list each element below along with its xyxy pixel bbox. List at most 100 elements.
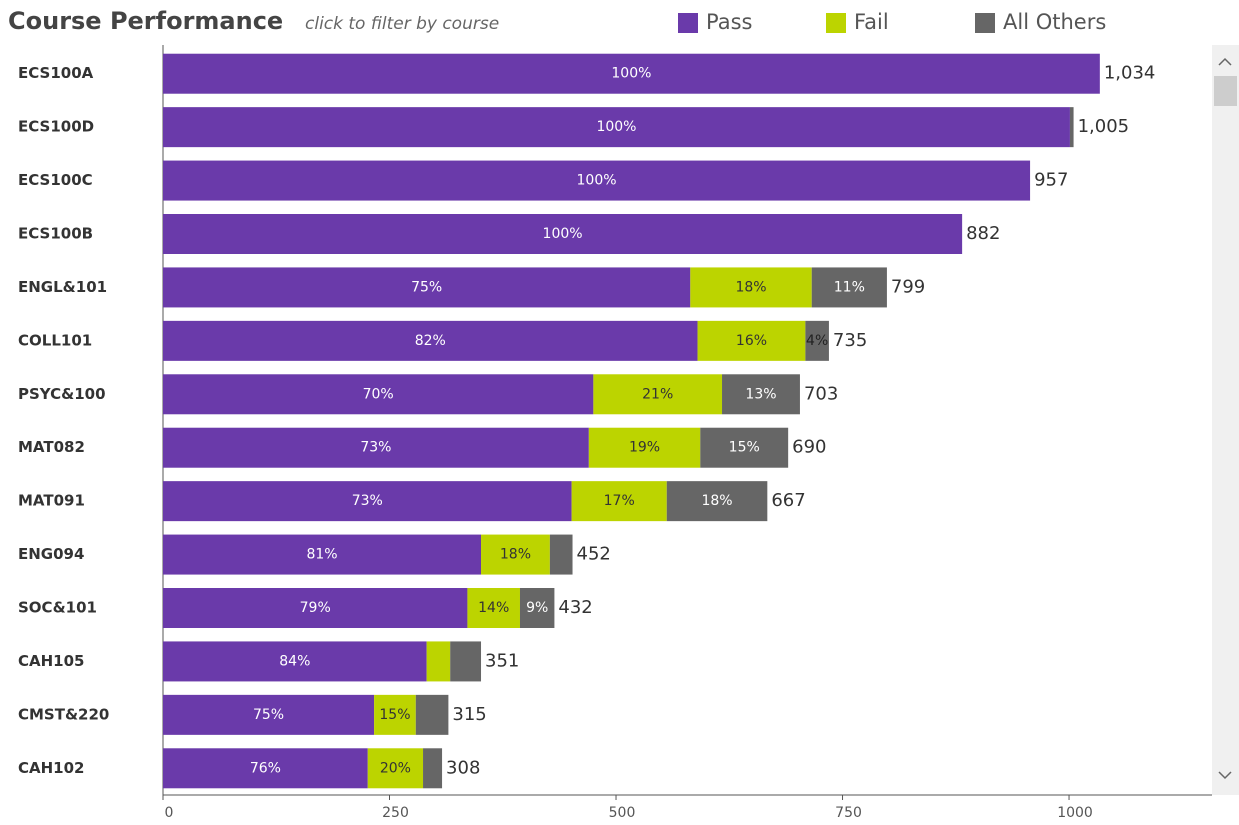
segment-label: 20% [380,760,411,776]
total-label: 690 [792,437,826,458]
bar-segment[interactable] [690,267,812,308]
bar-segment[interactable] [163,427,589,468]
scrollbar-thumb[interactable] [1214,76,1237,106]
segment-label: 4% [806,333,828,349]
bar-segment[interactable] [467,588,520,628]
legend-label[interactable]: All Others [1003,10,1106,34]
total-label: 1,034 [1104,63,1156,84]
bar-segment[interactable] [588,427,701,468]
bar-segment[interactable] [549,534,573,575]
segment-label: 9% [526,600,548,616]
bar-segment[interactable] [593,374,723,415]
total-label: 799 [891,276,925,297]
bar-segment[interactable] [163,267,691,308]
bar-segment[interactable] [367,748,424,789]
segment-label: 18% [735,279,766,295]
x-tick-label: 1000 [1057,805,1093,821]
category-label[interactable]: CAH102 [18,759,84,777]
segment-label: 19% [629,440,660,456]
segment-label: 17% [604,493,635,509]
segment-label: 18% [500,547,531,563]
segment-label: 13% [745,386,776,402]
segment-label: 21% [642,386,673,402]
segment-label: 82% [415,333,446,349]
total-label: 735 [833,330,867,351]
bar-segment[interactable] [722,374,800,415]
bar-segment[interactable] [163,107,1070,148]
bar-segment[interactable] [163,214,963,254]
segment-label: 84% [279,653,310,669]
segment-label: 15% [379,707,410,723]
category-label[interactable]: ENG094 [18,545,84,563]
bar-segment[interactable] [163,694,375,735]
segment-label: 100% [611,66,651,82]
bar-segment[interactable] [426,641,451,682]
x-tick-label: 0 [165,805,174,821]
x-tick-label: 250 [382,805,409,821]
category-label[interactable]: ECS100D [18,118,94,136]
bar-segment[interactable] [666,481,768,522]
segment-label: 11% [834,279,865,295]
segment-label: 100% [543,226,583,242]
category-label[interactable]: MAT091 [18,492,85,510]
legend-label[interactable]: Pass [706,10,752,34]
bar-segment[interactable] [697,320,806,361]
bar-segment[interactable] [163,374,594,415]
total-label: 667 [771,490,805,511]
category-label[interactable]: CMST&220 [18,705,109,723]
bar-segment[interactable] [415,694,449,735]
bar-segment[interactable] [571,481,667,522]
segment-label: 18% [701,493,732,509]
legend-swatch[interactable] [975,13,995,33]
scrollbar[interactable] [1212,45,1239,795]
total-label: 432 [558,597,592,618]
legend-swatch[interactable] [678,13,698,33]
chart-title: Course Performance [8,7,283,35]
chart-subtitle: click to filter by course [305,14,499,34]
total-label: 351 [485,650,519,671]
bar-segment[interactable] [423,748,443,789]
category-label[interactable]: ENGL&101 [18,278,107,296]
segment-label: 100% [577,173,617,189]
segment-label: 75% [253,707,284,723]
legend[interactable]: Pass Fail All Others [678,10,1106,34]
category-label[interactable]: PSYC&100 [18,385,106,403]
segment-label: 76% [250,760,281,776]
bar-segment[interactable] [519,588,555,628]
x-tick-label: 500 [609,805,636,821]
bar-segment[interactable] [811,267,887,308]
category-label[interactable]: MAT082 [18,438,85,456]
legend-swatch[interactable] [826,13,846,33]
scroll-down[interactable] [1218,771,1232,780]
bar-segment[interactable] [163,641,427,682]
bar-segment[interactable] [450,641,482,682]
bar-segment[interactable] [163,588,468,628]
segment-label: 75% [411,279,442,295]
segment-label: 81% [306,547,337,563]
category-label[interactable]: COLL101 [18,331,92,349]
bar-segment[interactable] [700,427,789,468]
bar-segment[interactable] [374,694,416,735]
bar-segment[interactable] [163,481,572,522]
bar-segment[interactable] [805,320,829,361]
segment-label: 14% [478,600,509,616]
bar-segment[interactable] [163,160,1031,201]
bar-segment[interactable] [481,534,550,575]
total-label: 315 [452,704,486,725]
bar-segment[interactable] [163,748,368,789]
total-label: 882 [966,223,1000,244]
bar-segment[interactable] [163,53,1100,94]
category-label[interactable]: CAH105 [18,652,84,670]
bar-segment[interactable] [163,320,698,361]
segment-label: 73% [360,440,391,456]
category-label[interactable]: ECS100C [18,171,93,189]
bar-segment[interactable] [1069,107,1074,148]
scroll-up[interactable] [1218,57,1232,66]
total-label: 1,005 [1078,116,1130,137]
bar-segment[interactable] [163,534,482,575]
legend-label[interactable]: Fail [854,10,889,34]
category-label[interactable]: SOC&101 [18,599,97,617]
category-label[interactable]: ECS100B [18,225,93,243]
category-label[interactable]: ECS100A [18,64,94,82]
segment-label: 16% [736,333,767,349]
